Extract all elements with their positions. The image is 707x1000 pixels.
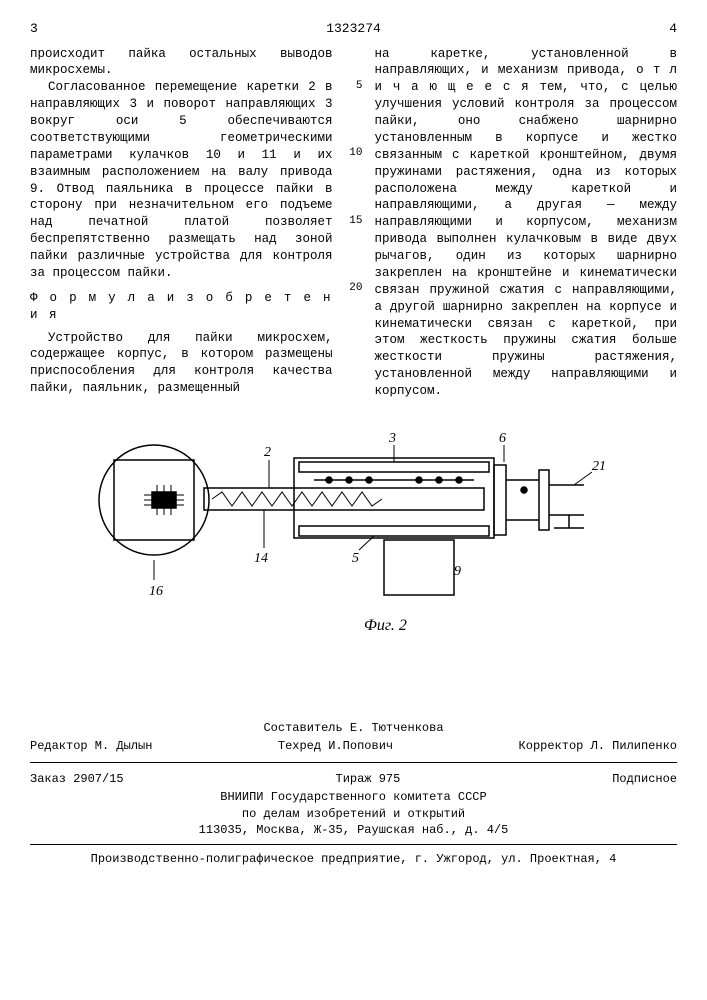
figure-svg: 16 2 14 3 5 6 9 21 Фиг. 2 <box>94 430 614 640</box>
line-num: 20 <box>345 281 363 298</box>
signed: Подписное <box>612 771 677 787</box>
para: происходит пайка остальных выводов микро… <box>30 46 333 80</box>
para: Согласованное перемещение каретки 2 в на… <box>30 79 333 282</box>
formula-heading: Ф о р м у л а и з о б р е т е н и я <box>30 290 333 324</box>
address: 113035, Москва, Ж-35, Раушская наб., д. … <box>30 822 677 838</box>
label-3: 3 <box>388 431 396 446</box>
label-16: 16 <box>149 584 163 599</box>
label-14: 14 <box>254 551 268 566</box>
label-5: 5 <box>352 551 359 566</box>
label-9: 9 <box>454 564 461 579</box>
page: 3 1323274 4 происходит пайка остальных в… <box>0 0 707 887</box>
text-columns: происходит пайка остальных выводов микро… <box>30 46 677 400</box>
page-left: 3 <box>30 20 38 38</box>
page-right: 4 <box>669 20 677 38</box>
para: Устройство для пайки микросхем, содержащ… <box>30 330 333 398</box>
right-column: на каретке, установленной в направляющих… <box>375 46 678 400</box>
line-num: 10 <box>345 146 363 163</box>
compiler: Составитель Е. Тютченкова <box>30 720 677 736</box>
footer: Составитель Е. Тютченкова Редактор М. Ды… <box>30 720 677 867</box>
tirazh: Тираж 975 <box>336 771 401 787</box>
org2: по делам изобретений и открытий <box>30 806 677 822</box>
header: 3 1323274 4 <box>30 20 677 38</box>
para: на каретке, установленной в направляющих… <box>375 46 678 400</box>
printer: Производственно-полиграфическое предприя… <box>30 851 677 867</box>
left-column: происходит пайка остальных выводов микро… <box>30 46 333 400</box>
line-num: 15 <box>345 214 363 231</box>
label-21: 21 <box>592 459 606 474</box>
patent-number: 1323274 <box>38 20 669 38</box>
diagram: 16 2 14 3 5 6 9 21 Фиг. 2 <box>30 430 677 640</box>
figure-caption: Фиг. 2 <box>364 617 407 634</box>
editor: Редактор М. Дылын <box>30 738 152 754</box>
tech: Техред И.Попович <box>278 738 393 754</box>
corrector: Корректор Л. Пилипенко <box>519 738 677 754</box>
org1: ВНИИПИ Государственного комитета СССР <box>30 789 677 805</box>
line-numbers: 5 10 15 20 <box>345 46 363 400</box>
order: Заказ 2907/15 <box>30 771 124 787</box>
label-2: 2 <box>264 445 271 460</box>
line-num: 5 <box>345 79 363 96</box>
label-6: 6 <box>499 431 506 446</box>
